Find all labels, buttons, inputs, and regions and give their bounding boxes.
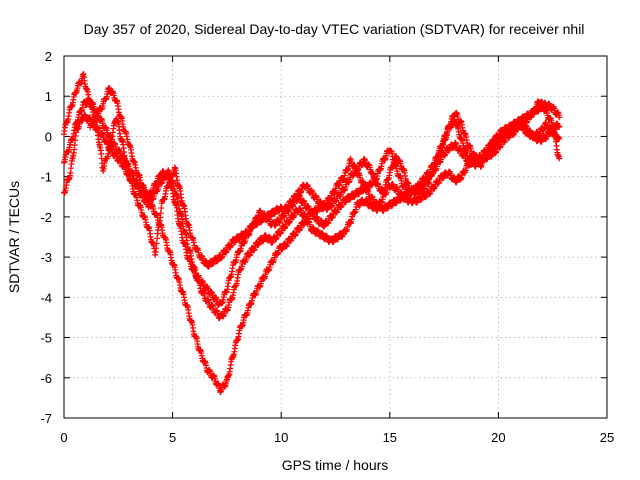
x-tick-label: 10 [274,430,288,445]
y-tick-label: 1 [45,89,52,104]
y-tick-label: -4 [40,290,52,305]
data-points [61,70,563,396]
y-tick-label: -2 [40,210,52,225]
x-axis-label: GPS time / hours [282,457,389,473]
series-track-2 [61,95,563,309]
x-tick-label: 15 [383,430,397,445]
plot-frame [63,55,608,419]
x-tick-label: 20 [491,430,505,445]
y-tick-label: -1 [40,170,52,185]
x-tick-label: 0 [60,430,67,445]
y-axis-label: SDTVAR / TECUs [6,181,22,293]
x-tick-label: 25 [600,430,614,445]
y-tick-label: -5 [40,331,52,346]
y-tick-label: 0 [45,129,52,144]
y-tick-label: -3 [40,250,52,265]
chart-title: Day 357 of 2020, Sidereal Day-to-day VTE… [84,21,585,37]
axis-ticks: 0 5 10 15 20 25 -7 -6 -5 -4 -3 -2 -1 0 1 2 [40,49,614,445]
y-tick-label: -6 [40,371,52,386]
y-tick-label: 2 [45,49,52,64]
data-point [556,155,563,162]
x-tick-label: 5 [169,430,176,445]
y-tick-label: -7 [40,411,52,426]
